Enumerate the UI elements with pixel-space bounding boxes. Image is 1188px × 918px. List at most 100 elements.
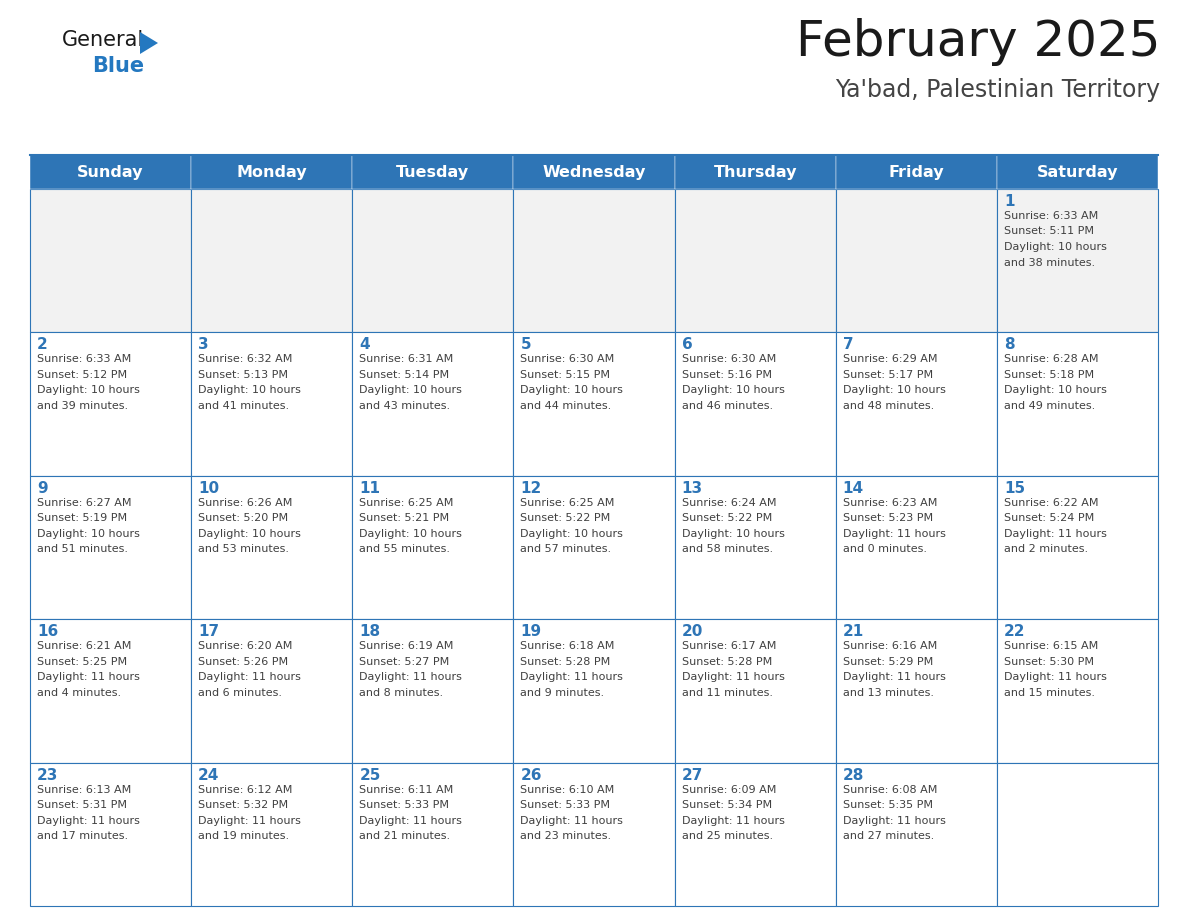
Text: Sunrise: 6:18 AM: Sunrise: 6:18 AM: [520, 641, 615, 651]
Text: Daylight: 11 hours: Daylight: 11 hours: [1004, 672, 1107, 682]
Text: Sunset: 5:20 PM: Sunset: 5:20 PM: [198, 513, 289, 523]
Text: Sunrise: 6:22 AM: Sunrise: 6:22 AM: [1004, 498, 1099, 508]
Bar: [997, 189, 1158, 332]
Text: 9: 9: [37, 481, 48, 496]
Text: and 17 minutes.: and 17 minutes.: [37, 831, 128, 841]
Text: Sunrise: 6:23 AM: Sunrise: 6:23 AM: [842, 498, 937, 508]
Bar: [513, 620, 675, 763]
Bar: [513, 476, 675, 620]
Text: and 51 minutes.: and 51 minutes.: [37, 544, 128, 554]
Text: General: General: [62, 30, 144, 50]
Text: and 39 minutes.: and 39 minutes.: [37, 401, 128, 411]
Text: Daylight: 11 hours: Daylight: 11 hours: [682, 672, 784, 682]
Bar: [191, 332, 353, 476]
Text: Sunset: 5:28 PM: Sunset: 5:28 PM: [520, 656, 611, 666]
Text: Daylight: 10 hours: Daylight: 10 hours: [682, 529, 784, 539]
Text: Daylight: 11 hours: Daylight: 11 hours: [842, 672, 946, 682]
Text: Sunrise: 6:31 AM: Sunrise: 6:31 AM: [359, 354, 454, 364]
Text: 7: 7: [842, 338, 853, 353]
Text: and 19 minutes.: and 19 minutes.: [198, 831, 289, 841]
Text: Sunday: Sunday: [77, 164, 144, 180]
Text: Sunset: 5:22 PM: Sunset: 5:22 PM: [520, 513, 611, 523]
Text: and 53 minutes.: and 53 minutes.: [198, 544, 289, 554]
Bar: [191, 155, 353, 189]
Text: Sunrise: 6:20 AM: Sunrise: 6:20 AM: [198, 641, 292, 651]
Text: Sunset: 5:24 PM: Sunset: 5:24 PM: [1004, 513, 1094, 523]
Text: 13: 13: [682, 481, 702, 496]
Text: Sunset: 5:34 PM: Sunset: 5:34 PM: [682, 800, 772, 810]
Bar: [191, 476, 353, 620]
Text: February 2025: February 2025: [796, 18, 1159, 66]
Text: Sunrise: 6:12 AM: Sunrise: 6:12 AM: [198, 785, 292, 795]
Bar: [191, 189, 353, 332]
Text: Daylight: 10 hours: Daylight: 10 hours: [198, 386, 301, 396]
Text: 25: 25: [359, 767, 380, 783]
Bar: [675, 476, 835, 620]
Text: and 9 minutes.: and 9 minutes.: [520, 688, 605, 698]
Bar: [30, 332, 191, 476]
Text: Sunset: 5:27 PM: Sunset: 5:27 PM: [359, 656, 449, 666]
Text: Daylight: 11 hours: Daylight: 11 hours: [520, 815, 624, 825]
Text: Sunset: 5:28 PM: Sunset: 5:28 PM: [682, 656, 772, 666]
Text: and 6 minutes.: and 6 minutes.: [198, 688, 282, 698]
Text: Sunrise: 6:15 AM: Sunrise: 6:15 AM: [1004, 641, 1098, 651]
Text: 16: 16: [37, 624, 58, 639]
Text: and 15 minutes.: and 15 minutes.: [1004, 688, 1095, 698]
Text: 20: 20: [682, 624, 703, 639]
Text: 12: 12: [520, 481, 542, 496]
Text: Sunrise: 6:13 AM: Sunrise: 6:13 AM: [37, 785, 131, 795]
Text: Daylight: 10 hours: Daylight: 10 hours: [520, 386, 624, 396]
Text: Sunset: 5:30 PM: Sunset: 5:30 PM: [1004, 656, 1094, 666]
Text: and 46 minutes.: and 46 minutes.: [682, 401, 772, 411]
Text: Sunrise: 6:16 AM: Sunrise: 6:16 AM: [842, 641, 937, 651]
Text: Sunset: 5:31 PM: Sunset: 5:31 PM: [37, 800, 127, 810]
Text: Sunrise: 6:26 AM: Sunrise: 6:26 AM: [198, 498, 292, 508]
Text: Daylight: 11 hours: Daylight: 11 hours: [842, 529, 946, 539]
Text: Sunrise: 6:08 AM: Sunrise: 6:08 AM: [842, 785, 937, 795]
Bar: [997, 476, 1158, 620]
Text: and 58 minutes.: and 58 minutes.: [682, 544, 772, 554]
Text: Daylight: 11 hours: Daylight: 11 hours: [1004, 529, 1107, 539]
Text: 1: 1: [1004, 194, 1015, 209]
Bar: [353, 332, 513, 476]
Text: 24: 24: [198, 767, 220, 783]
Text: 11: 11: [359, 481, 380, 496]
Bar: [997, 620, 1158, 763]
Text: Daylight: 11 hours: Daylight: 11 hours: [37, 672, 140, 682]
Text: 10: 10: [198, 481, 220, 496]
Text: Daylight: 10 hours: Daylight: 10 hours: [359, 529, 462, 539]
Text: Blue: Blue: [91, 56, 144, 76]
Text: 14: 14: [842, 481, 864, 496]
Bar: [675, 620, 835, 763]
Bar: [30, 189, 191, 332]
Text: Sunrise: 6:30 AM: Sunrise: 6:30 AM: [520, 354, 614, 364]
Text: and 41 minutes.: and 41 minutes.: [198, 401, 289, 411]
Text: Sunrise: 6:09 AM: Sunrise: 6:09 AM: [682, 785, 776, 795]
Text: 17: 17: [198, 624, 220, 639]
Text: Sunrise: 6:32 AM: Sunrise: 6:32 AM: [198, 354, 292, 364]
Text: 18: 18: [359, 624, 380, 639]
Bar: [675, 155, 835, 189]
Text: 2: 2: [37, 338, 48, 353]
Text: Ya'bad, Palestinian Territory: Ya'bad, Palestinian Territory: [835, 78, 1159, 102]
Bar: [997, 155, 1158, 189]
Bar: [513, 332, 675, 476]
Text: Sunrise: 6:25 AM: Sunrise: 6:25 AM: [520, 498, 615, 508]
Text: Daylight: 10 hours: Daylight: 10 hours: [842, 386, 946, 396]
Text: 22: 22: [1004, 624, 1025, 639]
Text: Sunset: 5:29 PM: Sunset: 5:29 PM: [842, 656, 933, 666]
Text: Sunset: 5:33 PM: Sunset: 5:33 PM: [520, 800, 611, 810]
Text: Sunrise: 6:19 AM: Sunrise: 6:19 AM: [359, 641, 454, 651]
Text: 8: 8: [1004, 338, 1015, 353]
Text: Sunset: 5:32 PM: Sunset: 5:32 PM: [198, 800, 289, 810]
Text: and 25 minutes.: and 25 minutes.: [682, 831, 772, 841]
Bar: [513, 155, 675, 189]
Bar: [675, 189, 835, 332]
Bar: [191, 763, 353, 906]
Bar: [675, 763, 835, 906]
Text: Sunrise: 6:10 AM: Sunrise: 6:10 AM: [520, 785, 614, 795]
Text: 28: 28: [842, 767, 864, 783]
Text: Sunset: 5:17 PM: Sunset: 5:17 PM: [842, 370, 933, 380]
Text: and 0 minutes.: and 0 minutes.: [842, 544, 927, 554]
Text: Sunset: 5:19 PM: Sunset: 5:19 PM: [37, 513, 127, 523]
